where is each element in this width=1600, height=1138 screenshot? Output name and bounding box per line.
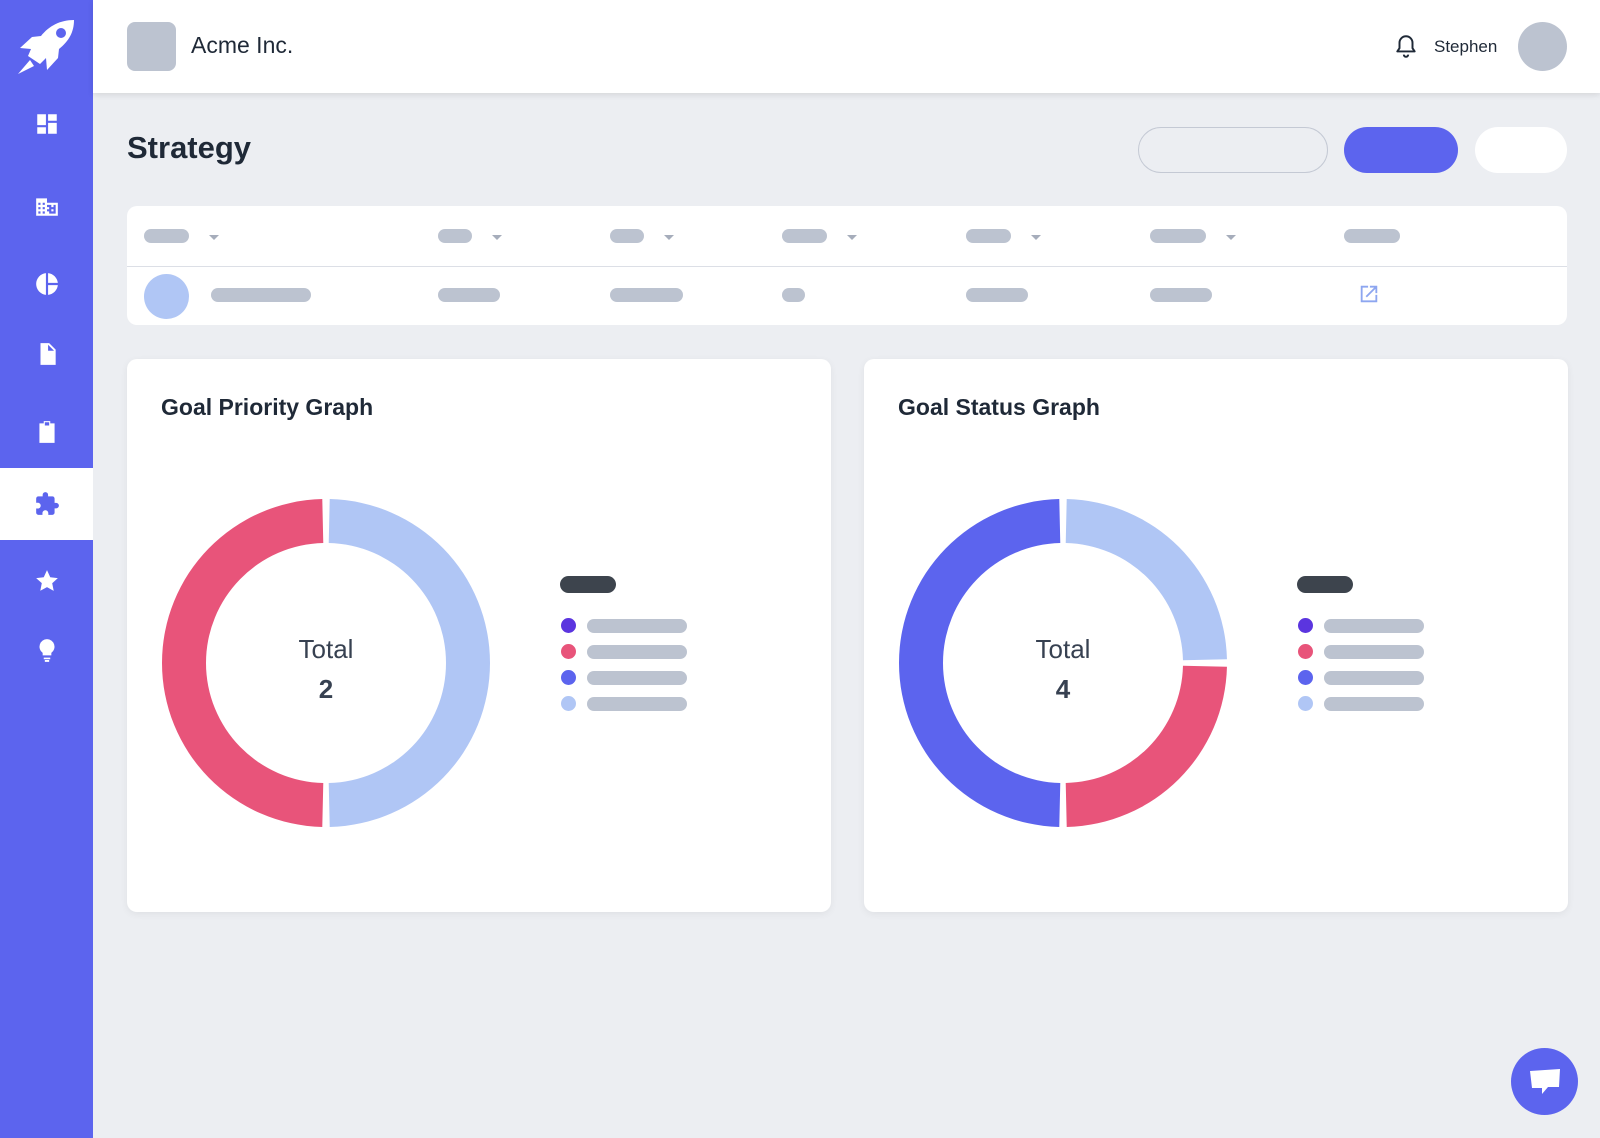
sidebar-item-tasks[interactable] xyxy=(0,396,93,468)
legend-dot xyxy=(1298,670,1313,685)
goals-table xyxy=(127,206,1567,325)
lightbulb-icon xyxy=(38,639,55,662)
donut-slice-0[interactable] xyxy=(1065,499,1227,661)
column-header-name[interactable] xyxy=(144,229,189,243)
sidebar-item-favorites[interactable] xyxy=(0,545,93,617)
sidebar-item-companies[interactable] xyxy=(0,170,93,242)
rocket-logo-icon[interactable] xyxy=(16,18,78,76)
legend-dot xyxy=(1298,618,1313,633)
sidebar-item-documents[interactable] xyxy=(0,318,93,390)
dashboard-icon xyxy=(36,114,57,134)
donut-slice-1[interactable] xyxy=(162,499,324,827)
sidebar-item-ideas[interactable] xyxy=(0,614,93,686)
column-header-6[interactable] xyxy=(1150,229,1206,243)
primary-action-button[interactable] xyxy=(1344,127,1458,173)
sort-caret-icon[interactable] xyxy=(209,235,219,240)
chat-button[interactable] xyxy=(1511,1048,1578,1115)
user-name[interactable]: Stephen xyxy=(1434,37,1498,56)
legend-label xyxy=(587,645,687,659)
chart-title: Goal Status Graph xyxy=(898,394,1100,420)
bell-icon[interactable] xyxy=(1393,33,1419,59)
clipboard-icon xyxy=(38,421,55,443)
chart-title: Goal Priority Graph xyxy=(161,394,374,420)
row-cell-3 xyxy=(610,288,683,302)
company-logo xyxy=(127,22,176,71)
table-header xyxy=(127,206,1567,267)
sort-caret-icon[interactable] xyxy=(847,235,857,240)
legend-label xyxy=(1324,619,1424,633)
sort-caret-icon[interactable] xyxy=(1031,235,1041,240)
legend-dot xyxy=(561,670,576,685)
column-header-3[interactable] xyxy=(610,229,644,243)
center-total: 4 xyxy=(1056,674,1071,704)
sidebar-item-dashboard[interactable] xyxy=(0,88,93,160)
external-link-icon[interactable] xyxy=(1358,283,1380,305)
legend-heading xyxy=(1297,576,1353,593)
column-header-2[interactable] xyxy=(438,229,472,243)
row-cell-4 xyxy=(782,288,805,302)
center-label: Total xyxy=(299,634,354,664)
column-header-4[interactable] xyxy=(782,229,827,243)
sort-caret-icon[interactable] xyxy=(492,235,502,240)
user-avatar[interactable] xyxy=(1518,22,1567,71)
column-header-5[interactable] xyxy=(966,229,1011,243)
goal-priority-donut: Total 2 xyxy=(162,499,490,827)
legend-dot xyxy=(1298,696,1313,711)
star-icon xyxy=(35,570,58,591)
row-cell-2 xyxy=(438,288,500,302)
building-icon xyxy=(35,198,58,216)
goal-priority-card: Goal Priority Graph Total 2 xyxy=(127,359,831,912)
puzzle-icon xyxy=(35,492,59,515)
chat-bubble-icon xyxy=(1529,1068,1560,1094)
sort-caret-icon[interactable] xyxy=(664,235,674,240)
sidebar-item-analytics[interactable] xyxy=(0,248,93,320)
goal-status-card: Goal Status Graph Total 4 xyxy=(864,359,1568,912)
legend-label xyxy=(587,619,687,633)
goal-status-donut: Total 4 xyxy=(899,499,1227,827)
legend-label xyxy=(587,671,687,685)
legend-label xyxy=(1324,645,1424,659)
center-total: 2 xyxy=(319,674,333,704)
page-title: Strategy xyxy=(127,130,252,165)
donut-slice-2[interactable] xyxy=(899,499,1061,827)
row-cell-6 xyxy=(1150,288,1212,302)
center-label: Total xyxy=(1036,634,1091,664)
legend-dot xyxy=(561,618,576,633)
legend-dot xyxy=(1298,644,1313,659)
sidebar-item-strategy[interactable] xyxy=(0,468,93,540)
document-icon xyxy=(40,343,56,365)
row-cell-5 xyxy=(966,288,1028,302)
legend-dot xyxy=(561,696,576,711)
row-avatar xyxy=(144,274,189,319)
legend-dot xyxy=(561,644,576,659)
legend-label xyxy=(587,697,687,711)
pie-chart-icon xyxy=(35,273,58,295)
company-name: Acme Inc. xyxy=(191,32,294,58)
donut-slice-1[interactable] xyxy=(1065,665,1227,827)
top-header: Acme Inc. Stephen xyxy=(93,0,1600,93)
legend-heading xyxy=(560,576,616,593)
sidebar xyxy=(0,0,93,1138)
sort-caret-icon[interactable] xyxy=(1226,235,1236,240)
secondary-action-button[interactable] xyxy=(1475,127,1567,173)
row-cell-name xyxy=(211,288,311,302)
legend-label xyxy=(1324,697,1424,711)
search-input[interactable] xyxy=(1138,127,1328,173)
legend-label xyxy=(1324,671,1424,685)
column-header-7 xyxy=(1344,229,1400,243)
donut-slice-0[interactable] xyxy=(328,499,490,827)
